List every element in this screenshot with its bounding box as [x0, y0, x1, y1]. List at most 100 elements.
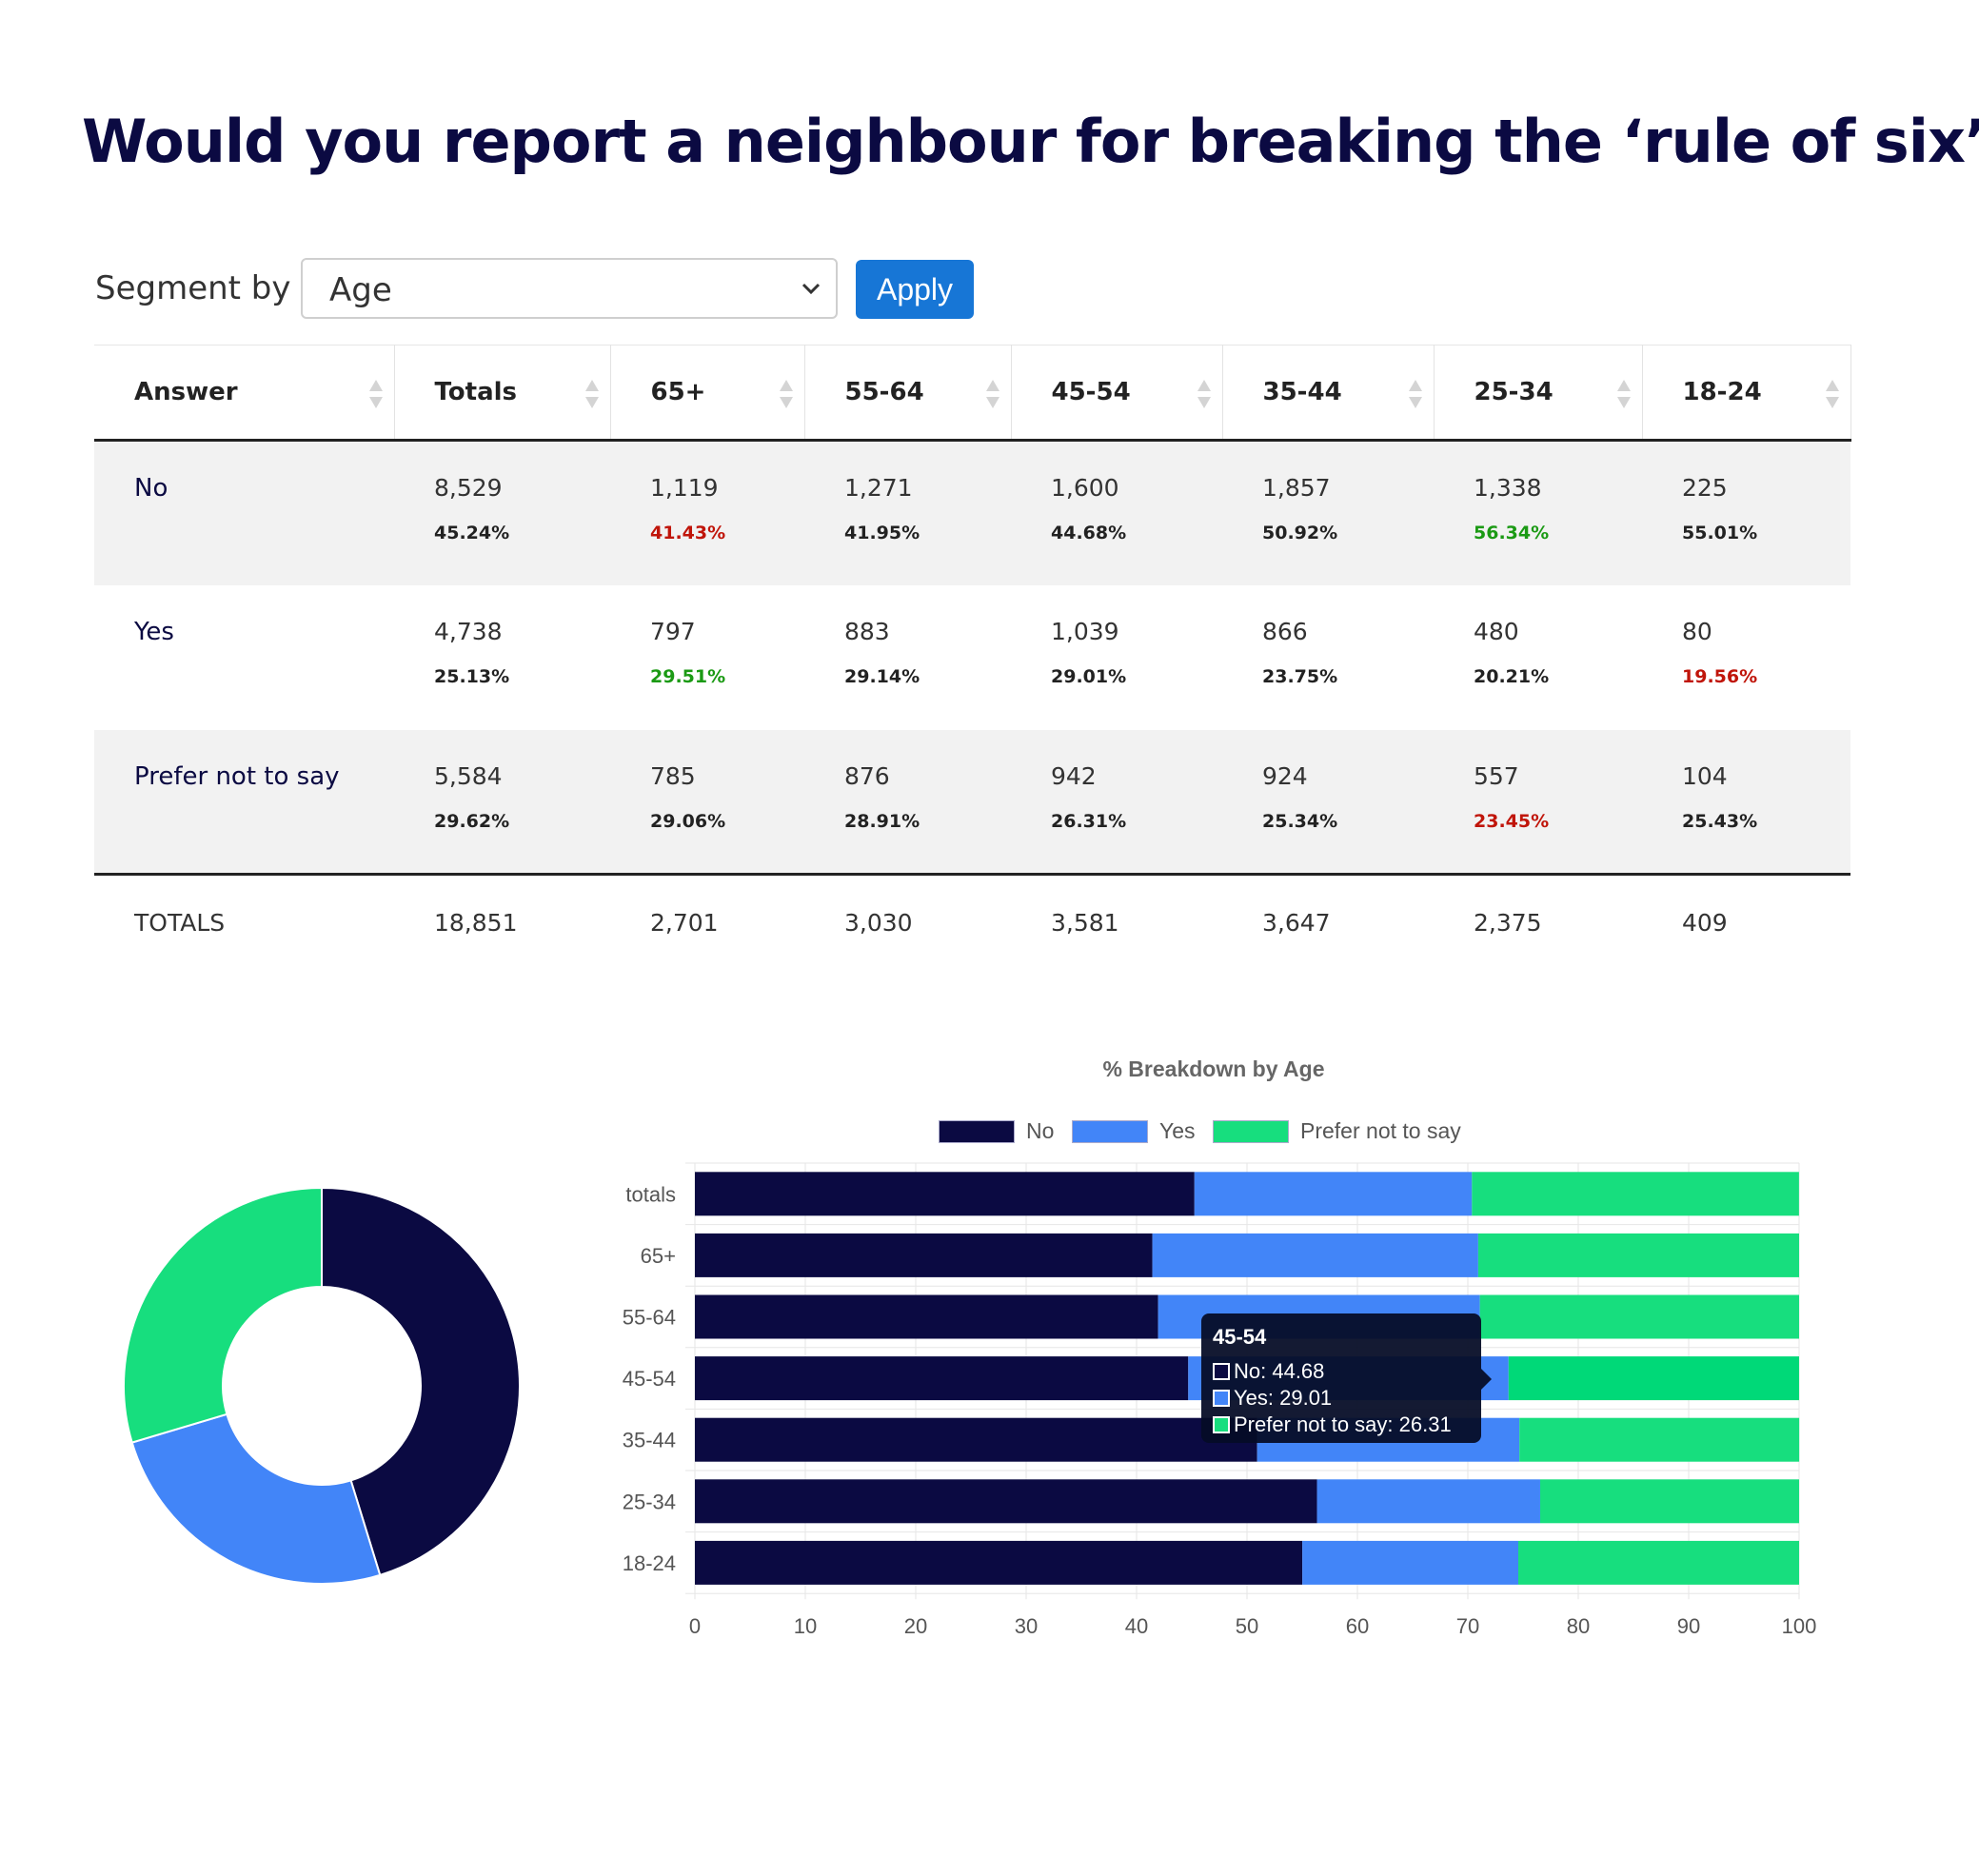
tooltip-text-yes: Yes: 29.01 [1234, 1386, 1333, 1410]
totals-value: 3,581 [1011, 873, 1222, 970]
percent-value: 29.06% [650, 810, 726, 832]
percent-value: 50.92% [1262, 523, 1338, 543]
value-cell: 1,039 29.01% [1011, 585, 1222, 730]
x-tick-label: 100 [1782, 1614, 1817, 1638]
totals-label: TOTALS [94, 873, 394, 970]
column-header-65-plus[interactable]: 65+ [610, 345, 805, 442]
column-header-55-64[interactable]: 55-64 [804, 345, 1012, 442]
column-header-label: 55-64 [844, 378, 924, 406]
value-cell: 557 23.45% [1434, 730, 1642, 875]
x-tick-label: 90 [1677, 1614, 1700, 1638]
bar-65-plus-yes[interactable] [1152, 1233, 1478, 1277]
percent-value: 41.43% [650, 523, 726, 543]
sort-icon[interactable] [1615, 378, 1633, 410]
count-value: 866 [1262, 617, 1308, 645]
percent-value: 29.51% [650, 665, 726, 687]
donut-slice-no[interactable] [321, 1186, 521, 1577]
value-cell: 104 25.43% [1642, 730, 1850, 875]
value-cell: 785 29.06% [610, 730, 804, 875]
category-label: 18-24 [623, 1551, 676, 1575]
results-table: Answer Totals 65+ 55-64 45-54 35-44 25-34 18-24… [94, 345, 1851, 970]
count-value: 8,529 [434, 474, 503, 502]
column-header-totals[interactable]: Totals [394, 345, 611, 442]
x-tick-label: 60 [1346, 1614, 1369, 1638]
chevron-down-icon [801, 283, 821, 295]
donut-slice-prefer-not-to-say[interactable] [123, 1186, 323, 1444]
bar-65-plus-no[interactable] [695, 1233, 1153, 1277]
category-label: 35-44 [623, 1429, 676, 1452]
table-row: Yes 4,738 25.13% 797 29.51% 883 29.14% 1,039 29.… [94, 585, 1850, 730]
percent-value: 44.68% [1051, 523, 1127, 543]
bar-totals-no[interactable] [695, 1172, 1195, 1216]
chart-title: % Breakdown by Age [1102, 1056, 1325, 1081]
bar-totals-yes[interactable] [1194, 1172, 1473, 1216]
sort-icon[interactable] [778, 378, 795, 410]
x-tick-label: 10 [794, 1614, 817, 1638]
value-cell: 225 55.01% [1642, 441, 1850, 585]
sort-icon[interactable] [1824, 378, 1841, 410]
segment-select-value: Age [329, 271, 392, 309]
bar-55-64-prefer-not-to-say[interactable] [1479, 1294, 1799, 1339]
donut-chart[interactable] [112, 1176, 531, 1595]
value-cell: 1,119 41.43% [610, 441, 804, 585]
sort-icon[interactable] [1196, 378, 1213, 410]
count-value: 480 [1474, 617, 1519, 645]
segment-select[interactable]: Age [301, 258, 838, 319]
bar-45-54-no[interactable] [695, 1356, 1189, 1401]
sort-icon[interactable] [984, 378, 1001, 410]
sort-icon[interactable] [367, 378, 385, 410]
value-cell: 8,529 45.24% [394, 441, 610, 585]
column-header-25-34[interactable]: 25-34 [1434, 345, 1643, 442]
count-value: 1,119 [650, 474, 719, 502]
value-cell: 1,600 44.68% [1011, 441, 1222, 585]
value-cell: 5,584 29.62% [394, 730, 610, 875]
bar-45-54-prefer-not-to-say[interactable] [1508, 1356, 1799, 1401]
column-header-label: 45-54 [1051, 378, 1131, 406]
tooltip-pointer [1481, 1369, 1492, 1390]
x-tick-label: 50 [1236, 1614, 1258, 1638]
tooltip-text-no: No: 44.68 [1234, 1359, 1325, 1383]
column-header-35-44[interactable]: 35-44 [1222, 345, 1435, 442]
column-header-45-54[interactable]: 45-54 [1011, 345, 1223, 442]
value-cell: 883 29.14% [804, 585, 1011, 730]
column-header-answer[interactable]: Answer [94, 345, 395, 442]
bar-totals-prefer-not-to-say[interactable] [1472, 1172, 1799, 1216]
count-value: 883 [844, 617, 890, 645]
count-value: 4,738 [434, 617, 503, 645]
sort-icon[interactable] [584, 378, 601, 410]
bar-55-64-no[interactable] [695, 1294, 1158, 1339]
sort-icon[interactable] [1407, 378, 1424, 410]
bar-18-24-yes[interactable] [1302, 1540, 1519, 1585]
percent-value: 25.43% [1682, 810, 1758, 832]
percent-value: 26.31% [1051, 810, 1127, 832]
bar-35-44-no[interactable] [695, 1417, 1257, 1462]
legend-label-yes: Yes [1159, 1118, 1196, 1143]
count-value: 5,584 [434, 761, 503, 790]
segment-by-label: Segment by [95, 269, 291, 307]
percent-value: 28.91% [844, 810, 920, 832]
category-label: 65+ [641, 1244, 676, 1268]
donut-slice-yes[interactable] [130, 1412, 382, 1585]
count-value: 557 [1474, 761, 1519, 790]
bar-65-plus-prefer-not-to-say[interactable] [1477, 1233, 1799, 1277]
totals-value: 2,375 [1434, 873, 1642, 970]
count-value: 104 [1682, 761, 1728, 790]
count-value: 225 [1682, 474, 1728, 502]
bar-35-44-prefer-not-to-say[interactable] [1519, 1417, 1800, 1462]
percent-value: 19.56% [1682, 665, 1758, 687]
column-header-label: 35-44 [1262, 378, 1342, 406]
bar-18-24-prefer-not-to-say[interactable] [1518, 1540, 1799, 1585]
legend-label-prefer: Prefer not to say [1300, 1118, 1461, 1143]
percent-value: 25.13% [434, 665, 510, 687]
apply-button[interactable]: Apply [856, 260, 974, 319]
percent-value: 29.14% [844, 665, 920, 687]
tooltip-line-yes: Yes: 29.01 [1213, 1386, 1332, 1411]
percent-value: 56.34% [1474, 523, 1550, 543]
page-title: Would you report a neighbour for breakin… [82, 107, 1979, 176]
bar-25-34-no[interactable] [695, 1479, 1317, 1524]
bar-18-24-no[interactable] [695, 1540, 1303, 1585]
bar-25-34-yes[interactable] [1316, 1479, 1540, 1524]
bar-25-34-prefer-not-to-say[interactable] [1539, 1479, 1799, 1524]
answer-cell: Prefer not to say [134, 761, 340, 791]
column-header-18-24[interactable]: 18-24 [1642, 345, 1851, 442]
